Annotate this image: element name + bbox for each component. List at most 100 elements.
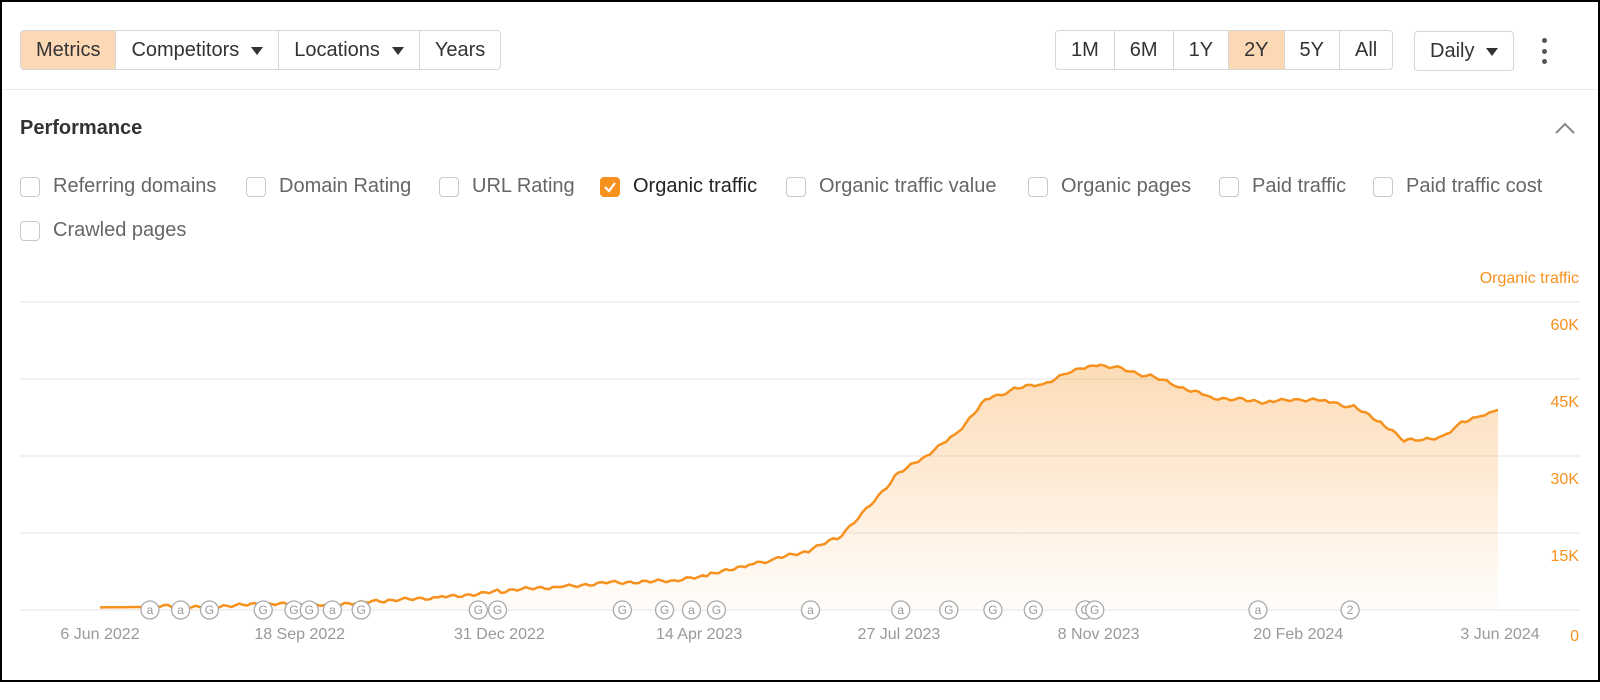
x-tick-label: 6 Jun 2022 xyxy=(60,626,139,643)
range-2y-button[interactable]: 2Y xyxy=(1229,31,1285,69)
metric-label: Organic pages xyxy=(1061,175,1192,197)
checkbox[interactable] xyxy=(786,176,806,197)
svg-text:G: G xyxy=(988,603,997,617)
x-tick-label: 18 Sep 2022 xyxy=(254,626,345,643)
google-update-marker[interactable]: G xyxy=(654,600,675,620)
metrics-button[interactable]: Metrics xyxy=(21,31,117,69)
metric-organic-traffic-value[interactable]: Organic traffic value xyxy=(786,175,997,198)
metric-referring-domains[interactable]: Referring domains xyxy=(20,175,216,198)
caret-down-icon xyxy=(251,47,264,55)
svg-text:G: G xyxy=(712,603,721,617)
range-6m-button[interactable]: 6M xyxy=(1115,31,1174,69)
ahrefs-update-marker[interactable]: a xyxy=(322,600,343,620)
checkbox[interactable] xyxy=(1028,176,1048,197)
metric-organic-pages[interactable]: Organic pages xyxy=(1028,175,1191,198)
checkbox[interactable] xyxy=(246,176,266,197)
svg-text:a: a xyxy=(688,603,695,617)
svg-text:G: G xyxy=(618,603,627,617)
metric-label: Paid traffic cost xyxy=(1406,175,1543,197)
toolbar: Metrics Competitors Locations Years 1M 6… xyxy=(2,2,1598,90)
checkbox[interactable] xyxy=(20,176,40,197)
ahrefs-update-marker[interactable]: a xyxy=(800,600,821,620)
y-tick-label: 15K xyxy=(1551,548,1580,565)
google-update-marker[interactable]: G xyxy=(351,600,371,620)
svg-text:2: 2 xyxy=(1347,603,1354,617)
x-axis-labels: 6 Jun 2022 18 Sep 2022 31 Dec 2022 14 Apr 2… xyxy=(60,626,1539,643)
y-tick-label: 30K xyxy=(1551,471,1580,488)
metric-label: Referring domains xyxy=(53,175,217,197)
google-update-marker[interactable]: G xyxy=(468,600,488,620)
svg-text:G: G xyxy=(944,603,953,617)
google-update-marker[interactable]: G xyxy=(487,600,508,620)
chevron-up-icon[interactable] xyxy=(1554,120,1576,136)
range-1m-button[interactable]: 1M xyxy=(1056,31,1115,69)
svg-text:G: G xyxy=(356,603,365,617)
google-update-marker[interactable]: G xyxy=(284,600,304,620)
check-icon xyxy=(604,181,616,193)
years-label: Years xyxy=(434,38,486,61)
ahrefs-update-marker[interactable]: a xyxy=(171,600,191,620)
y-tick-label: 60K xyxy=(1551,317,1580,334)
date-range-group: 1M 6M 1Y 2Y 5Y All xyxy=(1055,30,1394,70)
svg-text:G: G xyxy=(305,603,314,617)
metric-paid-traffic-cost[interactable]: Paid traffic cost xyxy=(1373,175,1542,198)
competitors-dropdown[interactable]: Competitors xyxy=(116,31,280,69)
grouped-update-marker[interactable]: 2 xyxy=(1340,600,1360,620)
google-update-marker[interactable]: G xyxy=(939,600,959,620)
locations-dropdown[interactable]: Locations xyxy=(279,31,420,69)
google-update-marker[interactable]: G xyxy=(299,600,319,620)
google-update-marker[interactable]: G xyxy=(199,600,220,620)
google-update-marker[interactable]: G xyxy=(706,600,727,620)
metric-label: URL Rating xyxy=(472,175,575,197)
ahrefs-update-marker[interactable]: a xyxy=(681,600,702,620)
svg-text:G: G xyxy=(493,603,502,617)
x-tick-label: 8 Nov 2023 xyxy=(1058,626,1140,643)
svg-text:a: a xyxy=(329,603,336,617)
range-5y-button[interactable]: 5Y xyxy=(1285,31,1340,69)
svg-text:G: G xyxy=(289,603,298,617)
years-button[interactable]: Years xyxy=(420,31,500,69)
svg-text:G: G xyxy=(259,603,268,617)
checkbox[interactable] xyxy=(20,220,40,241)
metric-organic-traffic[interactable]: Organic traffic xyxy=(600,175,757,198)
ahrefs-update-marker[interactable]: a xyxy=(1248,600,1268,620)
checkbox[interactable] xyxy=(1219,176,1239,197)
checkbox[interactable] xyxy=(1373,176,1393,197)
y-axis-labels: 0 15K 30K 45K 60K xyxy=(1551,317,1580,645)
more-vertical-icon[interactable] xyxy=(1537,38,1551,64)
range-1y-button[interactable]: 1Y xyxy=(1174,31,1230,69)
x-tick-label: 3 Jun 2024 xyxy=(1460,626,1539,643)
google-update-marker[interactable]: G xyxy=(983,600,1003,620)
svg-text:G: G xyxy=(660,603,669,617)
y-axis-title: Organic traffic xyxy=(1480,270,1579,287)
ahrefs-update-marker[interactable]: a xyxy=(140,600,160,620)
metric-url-rating[interactable]: URL Rating xyxy=(439,175,575,198)
svg-text:a: a xyxy=(147,603,154,617)
google-update-marker[interactable]: G xyxy=(1023,600,1043,620)
checkbox[interactable] xyxy=(439,176,459,197)
locations-label: Locations xyxy=(294,38,380,61)
metric-label: Paid traffic xyxy=(1252,175,1347,197)
ahrefs-overview-panel: Metrics Competitors Locations Years 1M 6… xyxy=(0,0,1600,682)
annotation-markers: aaGGGGaGGGGGaGaaGGGGGa2 xyxy=(140,600,1360,620)
google-update-marker[interactable]: G xyxy=(253,600,273,620)
y-tick-label: 0 xyxy=(1570,628,1579,645)
metrics-label: Metrics xyxy=(36,38,101,61)
checkbox-checked[interactable] xyxy=(600,176,620,197)
google-update-marker[interactable]: G xyxy=(1085,600,1105,620)
range-all-button[interactable]: All xyxy=(1355,38,1378,61)
svg-text:a: a xyxy=(177,603,184,617)
metric-crawled-pages[interactable]: Crawled pages xyxy=(20,219,186,242)
interval-dropdown[interactable]: Daily xyxy=(1414,31,1515,71)
y-tick-label: 45K xyxy=(1551,394,1580,411)
svg-text:a: a xyxy=(1255,603,1262,617)
metric-label: Organic traffic xyxy=(633,175,758,197)
svg-text:a: a xyxy=(897,603,904,617)
metric-paid-traffic[interactable]: Paid traffic xyxy=(1219,175,1346,198)
metric-domain-rating[interactable]: Domain Rating xyxy=(246,175,411,198)
view-mode-group: Metrics Competitors Locations Years xyxy=(20,30,502,70)
metric-label: Domain Rating xyxy=(279,175,412,197)
google-update-marker[interactable]: G xyxy=(612,600,632,620)
ahrefs-update-marker[interactable]: a xyxy=(891,600,911,620)
